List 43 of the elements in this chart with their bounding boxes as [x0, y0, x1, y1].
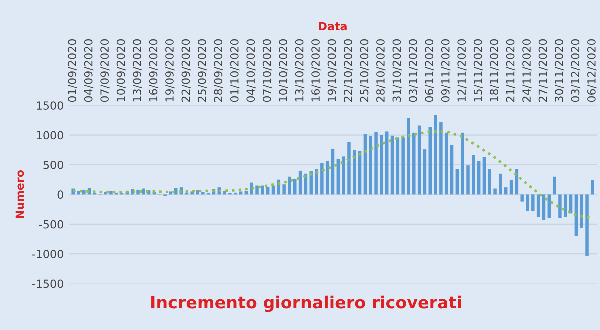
x-tick-label: 27/11/2020 — [538, 40, 548, 102]
x-tick-label: 16/10/2020 — [312, 40, 321, 102]
x-tick-label: 13/10/2020 — [295, 40, 305, 102]
x-tick-label: 15/11/2020 — [474, 40, 484, 102]
x-tick-label: 24/11/2020 — [522, 40, 532, 102]
x-tick-label: 19/10/2020 — [328, 40, 338, 102]
x-tick-label: 13/09/2020 — [133, 40, 142, 102]
x-tick-label: 18/11/2020 — [490, 40, 500, 102]
x-tick-label: 12/11/2020 — [458, 40, 467, 102]
x-tick-label: 03/11/2020 — [408, 40, 418, 102]
x-tick-label: 03/12/2020 — [571, 40, 581, 102]
y-tick-label: 1000 — [37, 131, 64, 140]
x-tick-label: 01/09/2020 — [68, 40, 78, 102]
x-tick-label: 28/10/2020 — [376, 40, 386, 102]
x-tick-label: 07/10/2020 — [262, 40, 272, 102]
y-axis-title: Numero — [16, 170, 24, 218]
x-tick-label: 22/09/2020 — [182, 40, 192, 102]
x-tick-label: 25/10/2020 — [360, 40, 370, 102]
x-tick-label: 04/09/2020 — [84, 40, 94, 102]
x-tick-label: 31/10/2020 — [392, 40, 402, 102]
x-tick-label: 25/09/2020 — [198, 40, 208, 102]
x-tick-label: 28/09/2020 — [214, 40, 224, 102]
x-tick-label: 06/11/2020 — [425, 40, 434, 102]
x-axis-title: Data — [319, 22, 347, 31]
y-tick-label: 0 — [58, 190, 64, 200]
x-tick-label: 01/10/2020 — [230, 40, 240, 102]
y-tick-label: 500 — [44, 160, 64, 170]
x-tick-label: 10/10/2020 — [279, 40, 288, 102]
text: Incremento giornaliero ricoverati — [152, 296, 462, 312]
x-tick-label: 04/10/2020 — [246, 40, 256, 102]
x-tick-label: 06/12/2020 — [587, 40, 597, 102]
x-tick-label: 19/09/2020 — [166, 40, 175, 102]
x-tick-label: 16/09/2020 — [149, 40, 159, 102]
x-tick-label: 21/11/2020 — [506, 40, 516, 102]
y-tick-label: -1000 — [32, 250, 64, 258]
x-tick-label: 10/09/2020 — [116, 40, 126, 102]
y-tick-label: -500 — [39, 220, 64, 229]
x-tick-label: 09/11/2020 — [441, 40, 451, 102]
x-tick-label: 07/09/2020 — [100, 40, 110, 102]
x-tick-label: 30/11/2020 — [555, 40, 564, 102]
y-tick-label: 1500 — [37, 102, 64, 110]
y-tick-label: -1500 — [32, 280, 64, 288]
x-tick-label: 22/10/2020 — [344, 40, 354, 102]
